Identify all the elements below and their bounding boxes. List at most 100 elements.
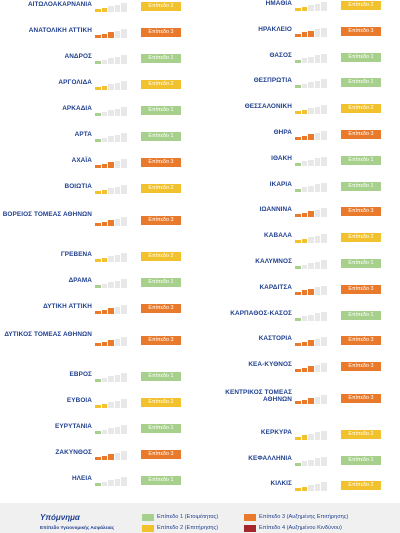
level-bars [295, 1, 328, 11]
level-bar [314, 313, 320, 321]
level-bar [308, 211, 314, 218]
legend-label: Επίπεδο 4 (Αυξημένου Κινδύνου) [259, 524, 342, 531]
level-badge: Επίπεδο 3 [141, 304, 181, 313]
level-bars [95, 216, 128, 226]
region-row: ΒΟΡΕΙΟΣ ΤΟΜΕΑΣ ΑΘΗΝΩΝ Επίπεδο 3 [0, 211, 200, 228]
region-row: ΘΕΣΠΡΩΤΙΑ Επίπεδο 1 [200, 77, 400, 90]
region-row: ΒΟΙΩΤΙΑ Επίπεδο 2 [0, 183, 200, 196]
region-row: ΚΕΦΑΛΛΗΝΙΑ Επίπεδο 1 [200, 455, 400, 468]
level-bar [114, 82, 120, 90]
level-bar [308, 134, 314, 140]
level-bar [321, 156, 327, 166]
region-name: ΚΕΑ-ΚΥΘΝΟΣ [248, 361, 292, 369]
region-row: ΗΜΑΘΙΑ Επίπεδο 2 [200, 0, 400, 13]
level-bar [101, 7, 107, 12]
region-row: ΚΕΡΚΥΡΑ Επίπεδο 2 [200, 429, 400, 442]
level-bar [114, 160, 120, 168]
level-bar [295, 59, 301, 63]
region-name: ΙΘΑΚΗ [271, 154, 292, 162]
level-bars [295, 394, 328, 404]
level-bar [295, 162, 301, 166]
level-bars [95, 158, 128, 168]
level-badge: Επίπεδο 2 [141, 184, 181, 193]
level-bar [101, 85, 107, 90]
region-name: ΑΡΓΟΛΙΔΑ [58, 79, 92, 86]
level-bar [321, 363, 327, 373]
level-badge: Επίπεδο 1 [141, 54, 181, 63]
region-name: ΚΑΡΔΙΤΣΑ [259, 283, 292, 291]
level-bar [108, 340, 114, 346]
level-bar [321, 234, 327, 244]
level-bars [295, 104, 328, 115]
level-bar [114, 400, 120, 408]
level-bars [95, 184, 128, 194]
level-bars [95, 132, 128, 142]
region-name: ΚΑΛΥΜΝΟΣ [255, 258, 292, 265]
level-bars [295, 362, 328, 373]
region-row: ΚΕΝΤΡΙΚΟΣ ΤΟΜΕΑΣ ΑΘΗΝΩΝ Επίπεδο 3 [200, 389, 400, 406]
level-bars [95, 28, 128, 38]
level-bar [108, 376, 114, 382]
region-name: ΑΡΤΑ [74, 131, 92, 138]
level-badge: Επίπεδο 3 [341, 26, 381, 36]
level-bar [101, 283, 107, 288]
level-bars [95, 450, 128, 460]
level-bars [95, 372, 128, 382]
level-bar [308, 56, 314, 63]
level-bar [95, 405, 101, 408]
level-bar [295, 462, 301, 466]
region-row: ΔΡΑΜΑ Επίπεδο 1 [0, 277, 200, 290]
level-bar [108, 32, 114, 38]
region-name: ΚΑΒΑΛΑ [264, 232, 292, 240]
legend: Υπόμνημα Επίπεδο Υγειονομικής Ασφάλειας … [0, 503, 400, 533]
region-name: ΒΟΙΩΤΙΑ [64, 183, 92, 190]
legend-swatch [244, 525, 256, 532]
level-bars [295, 130, 328, 140]
level-bar [314, 209, 320, 218]
level-bar [321, 260, 327, 269]
level-bar [308, 340, 314, 347]
level-badge: Επίπεδο 1 [341, 181, 381, 191]
level-badge: Επίπεδο 3 [341, 336, 381, 346]
region-name: ΒΟΡΕΙΟΣ ΤΟΜΕΑΣ ΑΘΗΝΩΝ [2, 211, 92, 218]
legend-subtitle: Επίπεδο Υγειονομικής Ασφάλειας [40, 525, 115, 530]
region-row: ΑΡΓΟΛΙΔΑ Επίπεδο 2 [0, 79, 200, 92]
level-bar [95, 379, 101, 382]
level-badge: Επίπεδο 2 [141, 80, 181, 89]
region-row: ΚΕΑ-ΚΥΘΝΟΣ Επίπεδο 3 [200, 361, 400, 374]
level-bar [101, 481, 107, 486]
level-bar [114, 134, 120, 142]
level-bars [295, 182, 328, 192]
level-badge: Επίπεδο 3 [141, 336, 181, 345]
level-bar [114, 426, 120, 434]
level-bar [295, 343, 301, 347]
region-row: ΚΑΛΥΜΝΟΣ Επίπεδο 1 [200, 258, 400, 271]
level-bars [295, 259, 328, 269]
level-bars [295, 311, 328, 321]
level-badge: Επίπεδο 1 [141, 476, 181, 485]
level-bar [95, 285, 101, 288]
level-badge: Επίπεδο 1 [141, 132, 181, 141]
level-bar [321, 482, 327, 492]
level-bar [301, 486, 307, 492]
level-bar [308, 159, 314, 166]
level-bars [95, 424, 128, 434]
level-bar [321, 395, 327, 404]
region-row: ΚΑΡΔΙΤΣΑ Επίπεδο 3 [200, 284, 400, 297]
region-row: ΚΑΡΠΑΘΟΣ-ΚΑΣΟΣ Επίπεδο 1 [200, 310, 400, 323]
level-bar [314, 3, 320, 11]
level-badge: Επίπεδο 3 [341, 362, 381, 372]
level-bar [121, 159, 127, 168]
level-bar [314, 184, 320, 192]
level-bar [108, 402, 114, 408]
level-bar [114, 56, 120, 64]
level-bar [301, 290, 307, 295]
level-bar [101, 59, 107, 64]
level-bar [101, 429, 107, 434]
level-bar [308, 366, 314, 373]
level-badge: Επίπεδο 2 [341, 104, 381, 114]
level-bar [321, 430, 327, 440]
region-name: ΚΕΡΚΥΡΑ [260, 428, 292, 436]
region-row: ΘΗΡΑ Επίπεδο 3 [200, 129, 400, 142]
region-name: ΚΕΝΤΡΙΚΟΣ ΤΟΜΕΑΣ ΑΘΗΝΩΝ [225, 389, 292, 404]
